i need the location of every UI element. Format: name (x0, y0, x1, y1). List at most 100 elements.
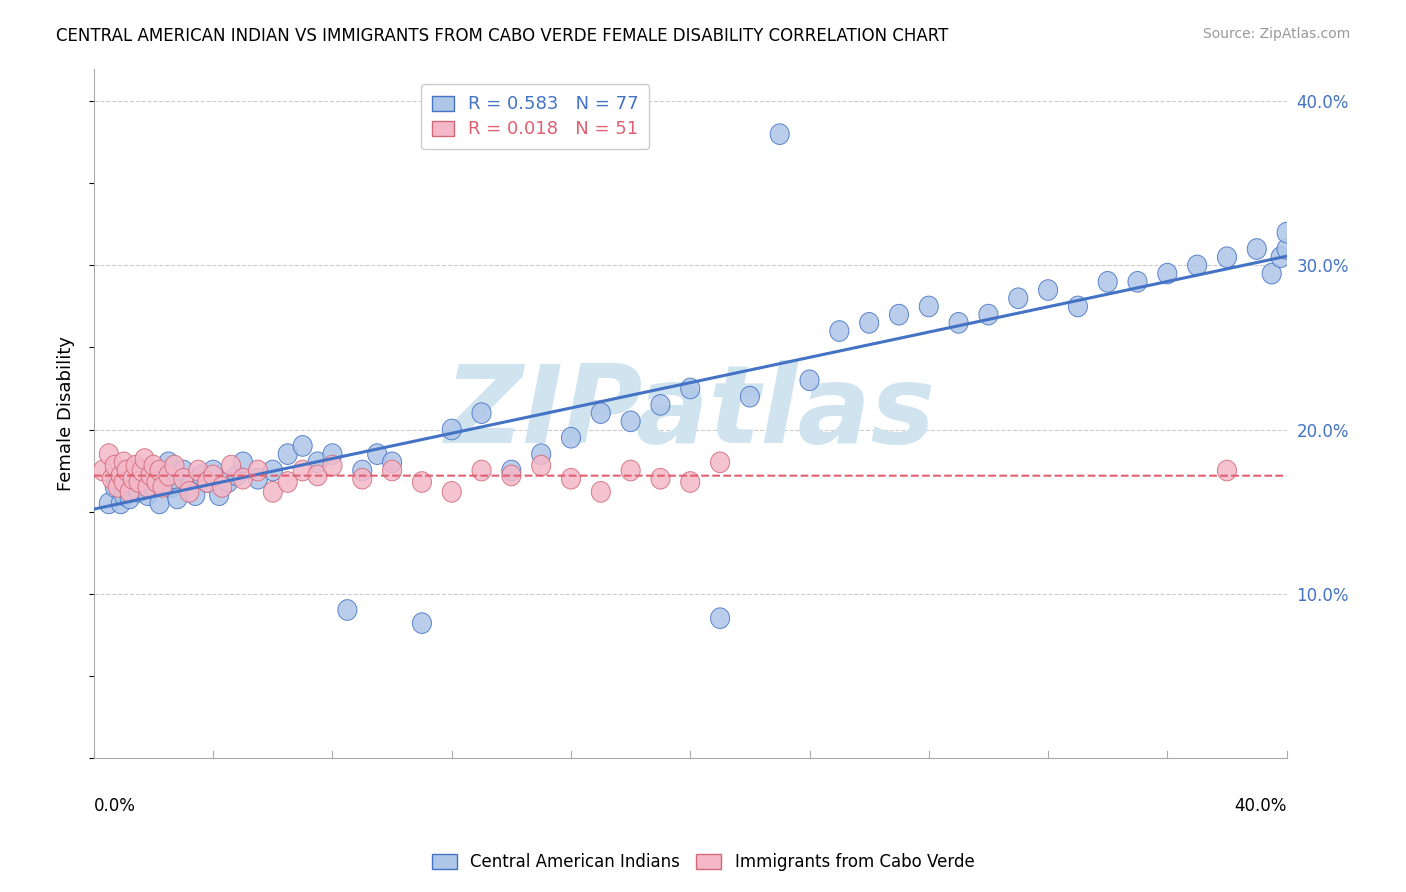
Ellipse shape (292, 435, 312, 456)
Ellipse shape (212, 476, 232, 497)
Ellipse shape (114, 460, 134, 481)
Ellipse shape (1218, 460, 1236, 481)
Ellipse shape (198, 472, 217, 492)
Ellipse shape (114, 452, 134, 473)
Ellipse shape (132, 460, 152, 481)
Ellipse shape (353, 460, 371, 481)
Ellipse shape (108, 476, 128, 497)
Ellipse shape (770, 124, 789, 145)
Ellipse shape (621, 460, 640, 481)
Ellipse shape (141, 465, 160, 486)
Ellipse shape (323, 444, 342, 465)
Ellipse shape (323, 455, 342, 476)
Ellipse shape (138, 476, 157, 497)
Ellipse shape (105, 476, 124, 497)
Ellipse shape (162, 476, 181, 497)
Y-axis label: Female Disability: Female Disability (58, 335, 75, 491)
Ellipse shape (502, 465, 520, 486)
Ellipse shape (249, 460, 267, 481)
Ellipse shape (367, 444, 387, 465)
Ellipse shape (412, 613, 432, 633)
Ellipse shape (188, 460, 208, 481)
Ellipse shape (135, 449, 155, 469)
Ellipse shape (153, 472, 172, 492)
Ellipse shape (191, 465, 211, 486)
Ellipse shape (141, 465, 160, 486)
Ellipse shape (502, 460, 520, 481)
Ellipse shape (108, 468, 128, 489)
Ellipse shape (129, 472, 148, 492)
Ellipse shape (167, 488, 187, 508)
Ellipse shape (127, 455, 145, 476)
Ellipse shape (472, 403, 491, 424)
Ellipse shape (249, 468, 267, 489)
Ellipse shape (1277, 222, 1296, 243)
Ellipse shape (337, 599, 357, 620)
Ellipse shape (228, 465, 246, 486)
Ellipse shape (710, 607, 730, 629)
Ellipse shape (204, 460, 222, 481)
Ellipse shape (111, 465, 131, 486)
Ellipse shape (1188, 255, 1206, 276)
Ellipse shape (120, 488, 139, 508)
Ellipse shape (443, 419, 461, 440)
Ellipse shape (263, 482, 283, 502)
Ellipse shape (1069, 296, 1087, 317)
Ellipse shape (165, 468, 184, 489)
Ellipse shape (710, 452, 730, 473)
Ellipse shape (124, 468, 142, 489)
Ellipse shape (129, 468, 148, 489)
Ellipse shape (1157, 263, 1177, 284)
Ellipse shape (165, 455, 184, 476)
Ellipse shape (1271, 247, 1291, 268)
Ellipse shape (412, 472, 432, 492)
Ellipse shape (382, 460, 402, 481)
Ellipse shape (111, 493, 131, 514)
Ellipse shape (308, 452, 328, 473)
Ellipse shape (138, 484, 157, 506)
Ellipse shape (681, 472, 700, 492)
Ellipse shape (233, 468, 253, 489)
Ellipse shape (979, 304, 998, 325)
Ellipse shape (143, 455, 163, 476)
Ellipse shape (278, 444, 297, 465)
Ellipse shape (127, 476, 145, 497)
Ellipse shape (1039, 280, 1057, 301)
Ellipse shape (859, 312, 879, 334)
Ellipse shape (681, 378, 700, 399)
Ellipse shape (124, 465, 142, 486)
Ellipse shape (159, 465, 179, 486)
Ellipse shape (153, 476, 172, 497)
Ellipse shape (308, 465, 328, 486)
Ellipse shape (100, 493, 118, 514)
Ellipse shape (132, 460, 152, 481)
Ellipse shape (1098, 271, 1118, 293)
Ellipse shape (353, 468, 371, 489)
Ellipse shape (218, 472, 238, 492)
Ellipse shape (148, 472, 166, 492)
Ellipse shape (443, 482, 461, 502)
Ellipse shape (830, 321, 849, 342)
Legend: R = 0.583   N = 77, R = 0.018   N = 51: R = 0.583 N = 77, R = 0.018 N = 51 (420, 85, 650, 149)
Ellipse shape (117, 460, 136, 481)
Ellipse shape (105, 455, 124, 476)
Text: ZIPatlas: ZIPatlas (444, 360, 936, 467)
Ellipse shape (1128, 271, 1147, 293)
Ellipse shape (531, 455, 551, 476)
Ellipse shape (949, 312, 969, 334)
Ellipse shape (1247, 239, 1267, 260)
Ellipse shape (800, 370, 820, 391)
Ellipse shape (159, 452, 179, 473)
Ellipse shape (135, 472, 155, 492)
Ellipse shape (150, 493, 169, 514)
Ellipse shape (292, 460, 312, 481)
Ellipse shape (263, 460, 283, 481)
Ellipse shape (472, 460, 491, 481)
Text: CENTRAL AMERICAN INDIAN VS IMMIGRANTS FROM CABO VERDE FEMALE DISABILITY CORRELAT: CENTRAL AMERICAN INDIAN VS IMMIGRANTS FR… (56, 27, 949, 45)
Ellipse shape (1277, 239, 1296, 260)
Ellipse shape (651, 468, 671, 489)
Ellipse shape (1008, 288, 1028, 309)
Ellipse shape (561, 427, 581, 448)
Ellipse shape (174, 460, 193, 481)
Ellipse shape (278, 472, 297, 492)
